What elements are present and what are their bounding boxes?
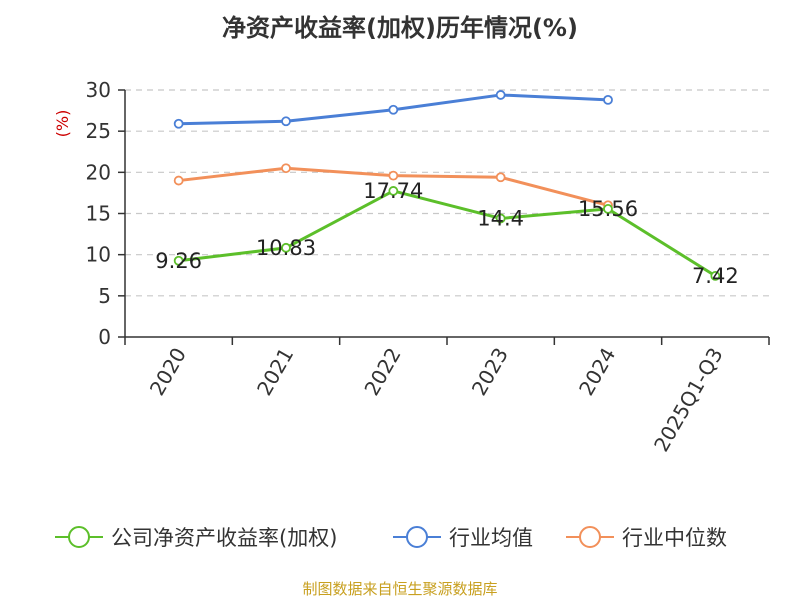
legend-label: 行业均值 bbox=[449, 526, 533, 550]
data-label: 10.83 bbox=[256, 236, 316, 260]
grid bbox=[125, 89, 769, 297]
legend-swatch-marker bbox=[68, 526, 90, 548]
data-point[interactable] bbox=[173, 255, 184, 266]
data-label: 9.26 bbox=[155, 249, 202, 273]
y-tick-label: 0 bbox=[98, 325, 111, 349]
legend-label: 公司净资产收益率(加权) bbox=[111, 526, 337, 550]
data-point[interactable] bbox=[388, 104, 399, 115]
y-tick-label: 25 bbox=[86, 119, 111, 143]
legend-item-1[interactable]: 行业均值 bbox=[393, 526, 533, 550]
y-tick-label: 10 bbox=[86, 243, 111, 267]
data-point[interactable] bbox=[173, 175, 184, 186]
series-group bbox=[173, 90, 721, 281]
legend-swatch-marker bbox=[579, 526, 601, 548]
data-label: 14.4 bbox=[477, 206, 524, 230]
x-tick-label: 2020 bbox=[145, 344, 191, 400]
y-axis-label: (%) bbox=[53, 110, 72, 138]
x-tick-label: 2022 bbox=[359, 344, 405, 400]
x-tick-label: 2021 bbox=[252, 344, 298, 400]
legend[interactable]: 公司净资产收益率(加权) 行业均值 行业中位数 bbox=[55, 526, 727, 550]
legend-item-2[interactable]: 行业中位数 bbox=[566, 526, 727, 550]
y-tick-label: 20 bbox=[86, 160, 111, 184]
y-tick-label: 5 bbox=[98, 284, 111, 308]
data-point[interactable] bbox=[281, 116, 291, 127]
data-point[interactable] bbox=[281, 163, 291, 174]
x-tick-label: 2025Q1-Q3 bbox=[649, 344, 728, 456]
chart-title: 净资产收益率(加权)历年情况(%) bbox=[222, 14, 578, 42]
data-point[interactable] bbox=[495, 90, 506, 100]
data-point[interactable] bbox=[388, 170, 399, 181]
legend-swatch-marker bbox=[406, 526, 428, 548]
x-tick-label: 2024 bbox=[574, 344, 620, 400]
data-point[interactable] bbox=[710, 271, 721, 281]
data-labels: 9.26 10.83 17.74 14.4 15.56 7.42 bbox=[155, 179, 738, 288]
data-point[interactable] bbox=[603, 94, 613, 105]
data-point[interactable] bbox=[173, 118, 184, 129]
source-note: 制图数据来自恒生聚源数据库 bbox=[302, 580, 498, 598]
series-line-0 bbox=[178, 189, 717, 278]
legend-item-0[interactable]: 公司净资产收益率(加权) bbox=[55, 526, 337, 550]
data-point[interactable] bbox=[281, 242, 291, 253]
data-label: 15.56 bbox=[578, 197, 638, 221]
data-point[interactable] bbox=[603, 203, 613, 214]
x-tick-label: 2023 bbox=[467, 344, 513, 400]
data-point[interactable] bbox=[495, 213, 506, 224]
data-point[interactable] bbox=[388, 186, 399, 196]
data-point[interactable] bbox=[495, 172, 506, 183]
legend-label: 行业中位数 bbox=[622, 526, 727, 550]
y-tick-label: 30 bbox=[86, 78, 111, 102]
y-tick-label: 15 bbox=[86, 202, 111, 226]
data-label: 17.74 bbox=[363, 179, 423, 203]
data-label: 7.42 bbox=[692, 264, 739, 288]
